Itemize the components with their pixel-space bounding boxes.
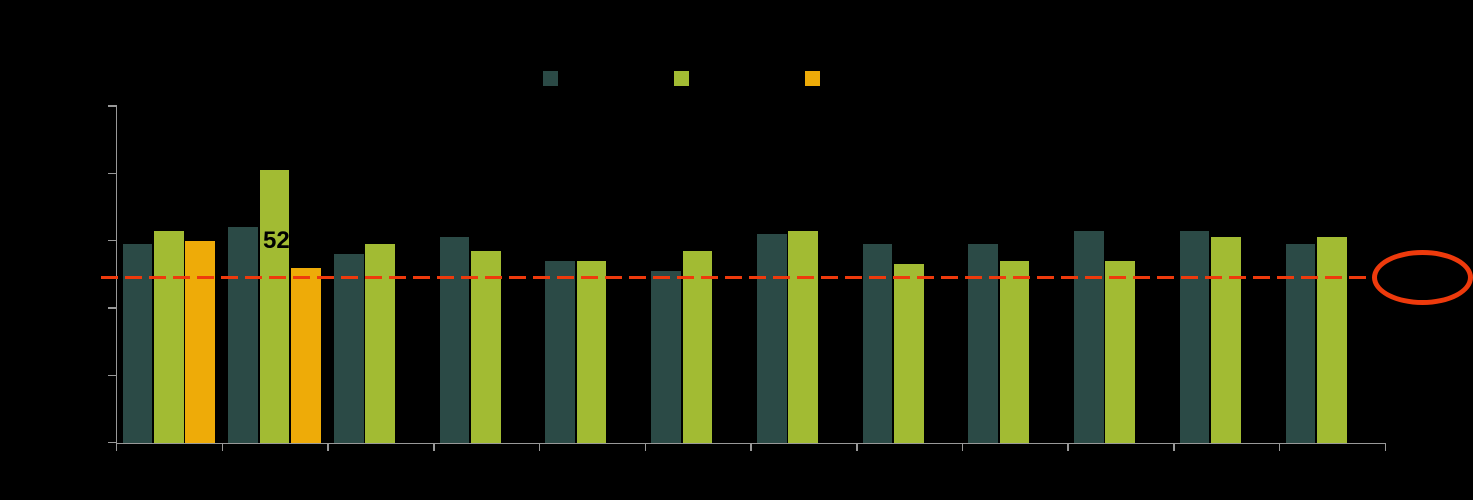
x-axis-tick: [221, 443, 224, 451]
bar-series-1-dark-teal-cat6: [651, 270, 681, 443]
bar-series-1-dark-teal-cat7: [756, 233, 787, 443]
bar-series-1-dark-teal-cat9: [968, 244, 999, 443]
bar-series-1-dark-teal-cat12: [1285, 244, 1316, 443]
x-axis-tick: [855, 443, 858, 451]
reference-line: [101, 276, 1373, 280]
bar-series-2-green-cat7: [788, 230, 818, 443]
x-axis-tick: [961, 443, 964, 451]
bar-series-2-green-cat3: [365, 244, 396, 443]
bar-series-1-dark-teal-cat8: [862, 244, 893, 443]
x-axis-tick: [327, 443, 329, 451]
x-axis-tick: [115, 443, 118, 451]
x-axis-tick: [1173, 443, 1175, 451]
y-axis-tick: [108, 172, 116, 175]
legend-swatch-series-3: [805, 71, 820, 86]
bar-series-3-orange-cat2: [290, 267, 321, 443]
bar-series-1-dark-teal-cat5: [545, 260, 576, 443]
y-axis-tick: [108, 105, 116, 107]
x-axis-tick: [433, 443, 435, 451]
bar-series-1-dark-teal-cat10: [1074, 230, 1104, 443]
bar-series-1-dark-teal-cat11: [1179, 230, 1210, 443]
bar-series-1-dark-teal-cat2: [228, 227, 258, 443]
highlight-ellipse: [1372, 250, 1473, 305]
legend-swatch-series-1: [543, 71, 558, 86]
x-axis-tick: [1384, 443, 1387, 451]
bar-series-2-green-cat6: [682, 250, 713, 443]
bar-series-2-green-cat1: [153, 230, 184, 443]
bar-value-label: 52: [263, 227, 290, 254]
legend-swatch-series-2: [674, 71, 689, 86]
bar-series-2-green-cat9: [999, 260, 1030, 443]
bar-series-2-green-cat12: [1316, 237, 1347, 443]
bar-series-2-green-cat2: [259, 169, 290, 443]
x-axis-tick: [644, 443, 647, 451]
bar-series-2-green-cat5: [576, 260, 607, 443]
x-axis-tick: [1278, 443, 1281, 451]
x-axis-tick: [538, 443, 541, 451]
bar-series-3-orange-cat1: [185, 240, 215, 443]
x-axis-tick: [1067, 443, 1069, 451]
y-axis-tick: [108, 307, 116, 309]
bar-series-1-dark-teal-cat3: [334, 254, 364, 443]
bar-series-2-green-cat10: [1105, 260, 1136, 443]
bar-series-2-green-cat4: [471, 250, 501, 443]
bar-series-2-green-cat8: [893, 264, 924, 443]
x-axis-tick: [750, 443, 752, 451]
bar-series-1-dark-teal-cat4: [439, 237, 470, 443]
bar-series-2-green-cat11: [1211, 237, 1241, 443]
y-axis-line: [115, 105, 118, 444]
y-axis-tick: [108, 239, 116, 242]
y-axis-tick: [108, 441, 116, 444]
y-axis-tick: [108, 374, 116, 377]
bar-series-1-dark-teal-cat1: [122, 244, 153, 443]
